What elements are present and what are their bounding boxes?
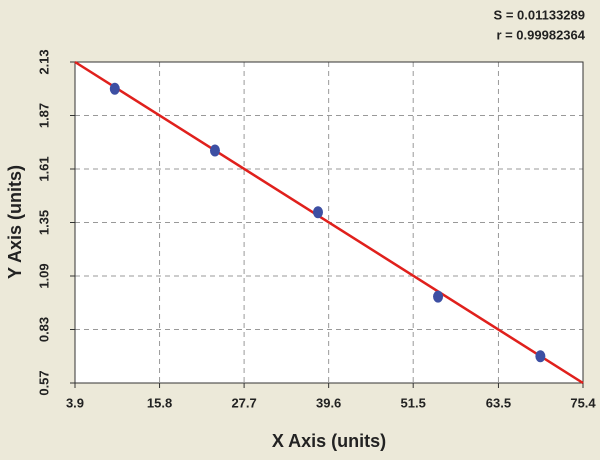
x-tick-label: 63.5 (486, 395, 511, 410)
y-tick-label: 1.35 (36, 210, 51, 235)
data-point (312, 206, 323, 219)
y-tick-label: 2.13 (36, 49, 51, 74)
fit-line (74, 60, 584, 385)
annotation: S = 0.01133289 (494, 7, 585, 22)
y-axis-title: Y Axis (units) (5, 165, 25, 279)
y-tick-label: 1.87 (36, 103, 51, 128)
y-tick-label: 1.09 (36, 263, 51, 288)
y-tick-label: 0.83 (36, 317, 51, 342)
y-tick-label: 0.57 (36, 370, 51, 395)
x-tick-label: 75.4 (570, 395, 596, 410)
y-tick-label: 1.61 (36, 156, 51, 181)
data-point (433, 290, 444, 303)
x-tick-label: 15.8 (147, 395, 172, 410)
x-axis-title: X Axis (units) (272, 431, 386, 451)
data-point (209, 144, 220, 157)
x-tick-label: 27.7 (231, 395, 256, 410)
data-point (109, 82, 120, 95)
plot-frame (74, 61, 584, 384)
x-tick-label: 39.6 (316, 395, 341, 410)
x-tick-label: 51.5 (401, 395, 426, 410)
data-point (535, 350, 546, 363)
x-tick-label: 3.9 (66, 395, 84, 410)
annotation: r = 0.99982364 (496, 27, 585, 42)
